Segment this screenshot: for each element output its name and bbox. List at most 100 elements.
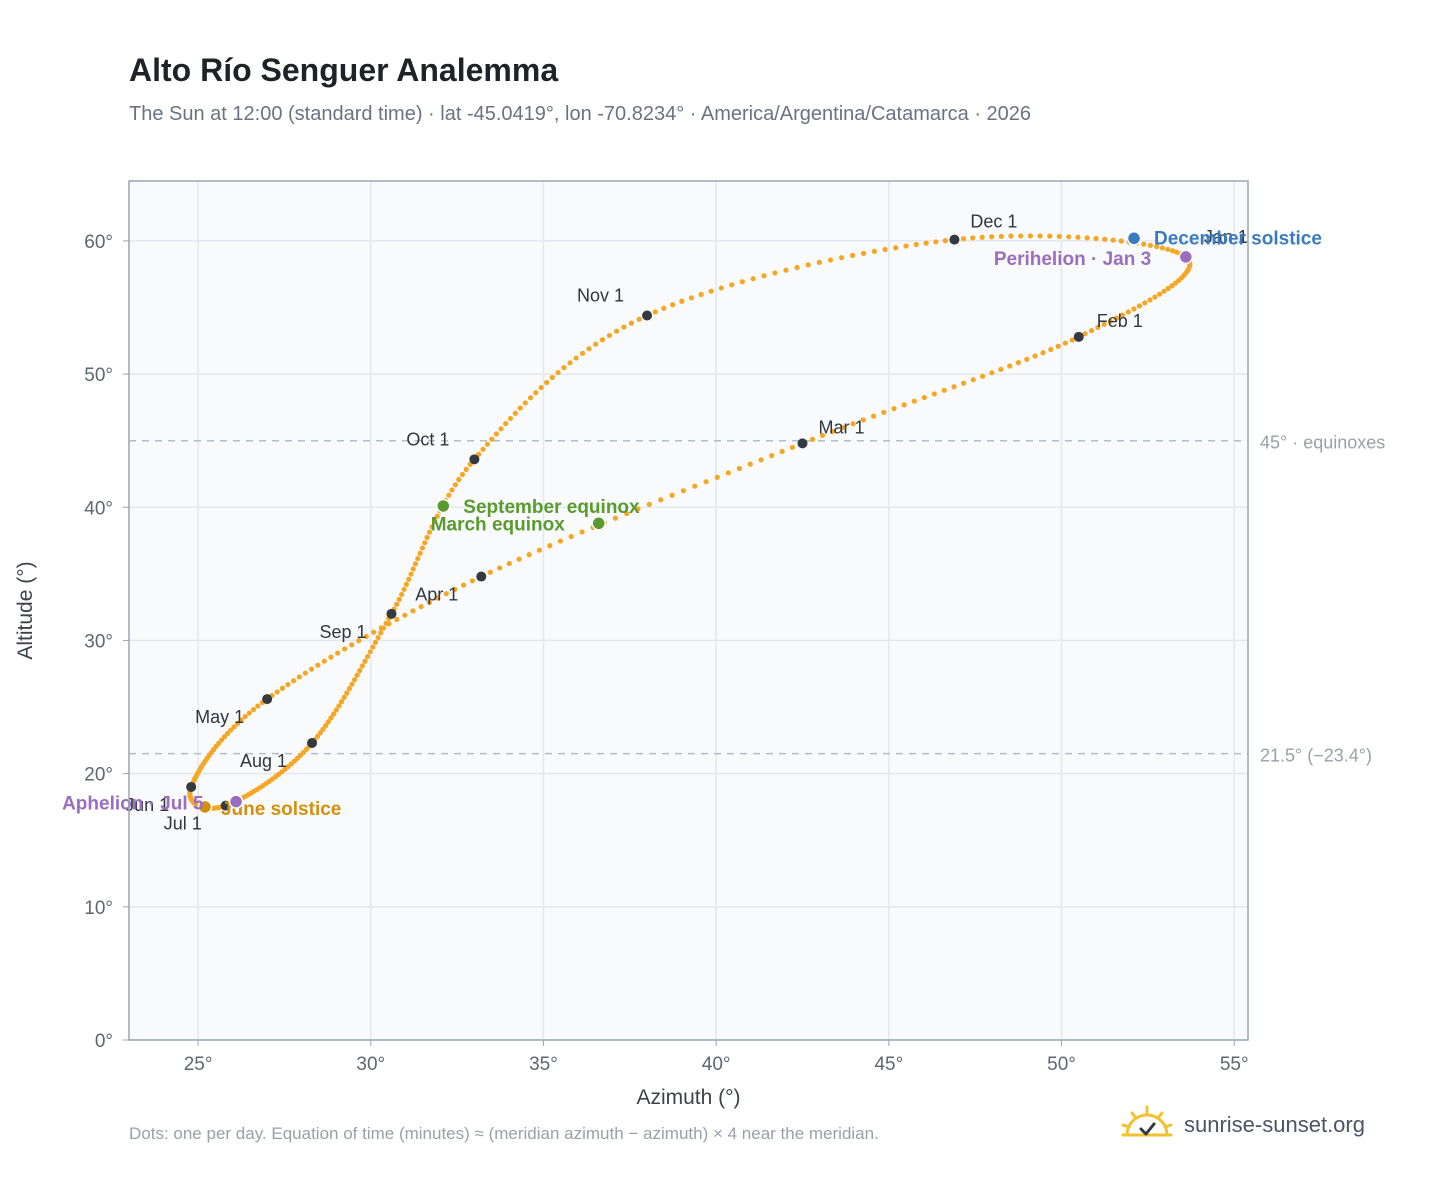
event-marker bbox=[591, 516, 606, 531]
daily-dot bbox=[443, 591, 449, 597]
daily-dot bbox=[346, 686, 352, 692]
daily-dot bbox=[747, 461, 753, 467]
daily-dot bbox=[527, 395, 534, 401]
daily-dot bbox=[406, 576, 412, 582]
daily-dot bbox=[860, 417, 866, 423]
daily-dot bbox=[729, 282, 735, 288]
daily-dot bbox=[789, 444, 796, 450]
axes: 25° 30° 35° 40° 45° 50° 55° 0° 10° 20° 30° 40° 50° 60… bbox=[14, 232, 1249, 1109]
daily-dot bbox=[679, 298, 685, 304]
daily-dot bbox=[692, 483, 698, 489]
daily-dot bbox=[636, 316, 642, 322]
daily-dot bbox=[394, 616, 400, 623]
daily-dot bbox=[891, 406, 897, 412]
daily-dot bbox=[621, 324, 627, 330]
daily-dot bbox=[402, 612, 408, 618]
plot-area bbox=[129, 181, 1248, 1040]
daily-dot bbox=[228, 727, 234, 733]
daily-dot bbox=[1082, 331, 1088, 337]
daily-dot bbox=[840, 425, 846, 431]
daily-dot bbox=[419, 545, 425, 551]
brand[interactable]: sunrise-sunset.org bbox=[1120, 1100, 1365, 1150]
daily-dot bbox=[349, 681, 355, 687]
daily-dot bbox=[1165, 285, 1171, 292]
daily-dot bbox=[547, 543, 553, 549]
x-tick-label: 45° bbox=[874, 1054, 903, 1075]
y-tick-label: 30° bbox=[84, 631, 113, 652]
daily-dot bbox=[1088, 327, 1095, 334]
daily-dot bbox=[1066, 234, 1072, 240]
daily-dot bbox=[1141, 241, 1147, 247]
event-label: June solstice bbox=[221, 799, 341, 820]
daily-dot bbox=[323, 723, 329, 729]
daily-dot bbox=[557, 538, 564, 544]
daily-dot bbox=[370, 644, 376, 650]
month-marker bbox=[307, 738, 318, 749]
daily-dot bbox=[628, 320, 635, 326]
daily-dot bbox=[794, 264, 800, 271]
daily-dot bbox=[333, 707, 339, 713]
daily-dot bbox=[231, 724, 237, 730]
month-marker bbox=[186, 781, 197, 792]
month-label: Dec 1 bbox=[970, 212, 1017, 232]
daily-dot bbox=[1118, 238, 1124, 244]
daily-dot bbox=[422, 540, 428, 546]
daily-dot bbox=[367, 649, 373, 655]
daily-dot bbox=[446, 492, 452, 498]
daily-dot bbox=[1015, 360, 1021, 366]
event-marker bbox=[228, 794, 244, 809]
daily-dot bbox=[341, 694, 347, 700]
daily-dot bbox=[923, 240, 929, 246]
daily-dot bbox=[1056, 233, 1062, 240]
daily-dot bbox=[434, 513, 440, 519]
daily-dot bbox=[779, 448, 785, 455]
daily-dot bbox=[882, 246, 888, 253]
daily-dot bbox=[624, 510, 630, 517]
daily-dot bbox=[480, 446, 486, 452]
daily-dot bbox=[320, 726, 326, 732]
daily-dot bbox=[1032, 353, 1038, 359]
event-marker bbox=[1126, 231, 1142, 246]
daily-dot bbox=[291, 678, 297, 684]
daily-dot bbox=[1075, 234, 1081, 240]
daily-dot bbox=[714, 474, 720, 480]
daily-dot bbox=[998, 366, 1004, 372]
daily-dot bbox=[328, 654, 334, 660]
daily-dot bbox=[363, 633, 369, 640]
daily-dot bbox=[998, 233, 1004, 239]
daily-dot bbox=[435, 595, 441, 601]
month-marker bbox=[476, 571, 487, 582]
daily-dot bbox=[349, 642, 355, 648]
daily-dot bbox=[503, 421, 509, 427]
daily-dot bbox=[606, 332, 613, 339]
sun-icon bbox=[1121, 1105, 1173, 1137]
daily-dot bbox=[1147, 242, 1153, 248]
daily-dot bbox=[1102, 236, 1108, 242]
daily-dot bbox=[484, 441, 490, 447]
daily-dot bbox=[1008, 233, 1014, 239]
daily-dot bbox=[463, 466, 469, 472]
daily-dot bbox=[449, 487, 455, 493]
plot-frame bbox=[128, 180, 1249, 1041]
daily-dot bbox=[1110, 237, 1116, 243]
daily-dot bbox=[512, 410, 518, 416]
daily-dot bbox=[708, 288, 714, 294]
daily-dot bbox=[567, 360, 573, 366]
month-label: Jun 1 bbox=[125, 795, 169, 815]
daily-dot bbox=[1101, 321, 1107, 327]
daily-dot bbox=[325, 719, 331, 725]
daily-dot bbox=[635, 506, 641, 512]
daily-dot bbox=[1069, 337, 1075, 343]
daily-dot bbox=[1062, 340, 1068, 346]
daily-dot bbox=[429, 524, 435, 530]
daily-dot bbox=[487, 569, 493, 575]
daily-dot bbox=[356, 638, 362, 644]
reference-label: 21.5° (−23.4°) bbox=[1260, 746, 1372, 766]
daily-dot bbox=[335, 650, 341, 656]
daily-dot bbox=[317, 730, 323, 736]
daily-dot bbox=[838, 255, 845, 261]
daily-dot bbox=[415, 555, 421, 562]
month-label: Mar 1 bbox=[818, 417, 864, 437]
daily-dot bbox=[1048, 346, 1054, 353]
